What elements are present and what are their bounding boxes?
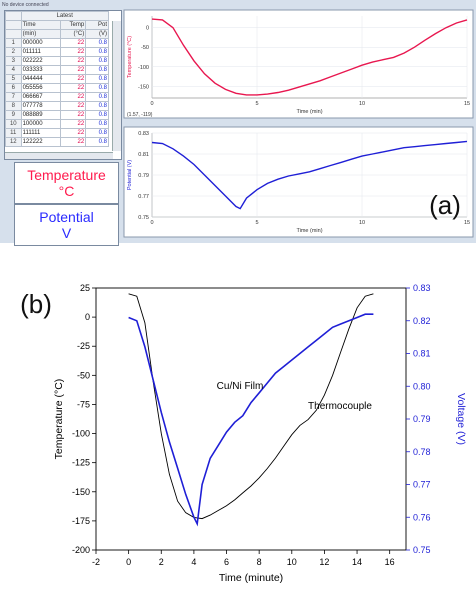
y-tick-label: -200 <box>72 545 90 555</box>
temperature-meter[interactable]: Temperature °C <box>14 162 119 204</box>
table-row[interactable]: 12 122222 22 0.8 <box>5 137 109 147</box>
panel-a-graphs[interactable]: 0 -50 -100 -150 0 5 10 15 Time (min) Temperature … <box>0 0 476 243</box>
y-tick-label: 25 <box>80 283 90 293</box>
plot-frame <box>95 287 407 551</box>
series-line-thermocouple <box>128 293 374 520</box>
x-tick-label: 8 <box>257 557 262 567</box>
y-right-tick-label: 0.80 <box>413 381 431 391</box>
column-name: Time <box>22 22 36 28</box>
panel-b-label: (b) <box>20 289 52 319</box>
y-tick-label: -75 <box>77 399 90 409</box>
y-axis-label: Temperature (°C) <box>53 379 65 460</box>
y-right-tick-label: 0.81 <box>413 349 431 359</box>
y-right-tick-label: 0.75 <box>413 545 431 555</box>
series-annotation-thermocouple: Thermocouple <box>308 401 372 412</box>
table-row[interactable]: 2 011111 22 0.8 <box>5 47 109 57</box>
y-right-axis-label: Voltage (V) <box>455 393 467 445</box>
x-tick-label: 5 <box>255 220 258 226</box>
potential-meter-label: Potential <box>39 209 94 225</box>
x-tick-label: 10 <box>359 220 365 226</box>
y-tick-label: -125 <box>72 458 90 468</box>
y-right-tick-label: 0.83 <box>413 283 431 293</box>
x-axis-label: Time (minute) <box>219 572 283 584</box>
y-tick-label: -150 <box>138 84 149 90</box>
x-tick-label: 15 <box>464 101 470 107</box>
y-tick-label: -150 <box>72 487 90 497</box>
y-tick-label: 0.75 <box>138 215 149 221</box>
vertical-scrollbar[interactable] <box>112 21 121 151</box>
y-axis-label: Temperature (°C) <box>127 36 133 78</box>
y-right-tick-label: 0.79 <box>413 414 431 424</box>
series-line <box>151 140 468 210</box>
temp-cell: 22 <box>60 137 87 147</box>
panel-a-label: (a) <box>429 190 461 220</box>
graph-frame <box>123 9 474 119</box>
table-row[interactable]: 6 055556 22 0.8 <box>5 83 109 93</box>
y-tick-label: -50 <box>141 45 149 51</box>
table-row[interactable]: 4 033333 22 0.8 <box>5 65 109 75</box>
pot-cell: 0.8 <box>85 137 109 147</box>
x-tick-label: 0 <box>126 557 131 567</box>
x-tick-label: 5 <box>255 101 258 107</box>
x-tick-label: 0 <box>150 101 153 107</box>
x-tick-label: 4 <box>191 557 196 567</box>
temperature-meter-unit: °C <box>58 183 75 199</box>
panel-b-chart: 25 0 -25 -50 -75 -100 -125 -150 -175 -200 0.75 0.76… <box>20 283 467 584</box>
y-tick-label: -50 <box>77 370 90 380</box>
x-tick-label: 16 <box>385 557 395 567</box>
table-body: 1 000000 22 0.8 2 011111 22 0.8 3 022222 22 0.8 4 033… <box>5 38 109 147</box>
column-name: Pot <box>97 22 107 28</box>
x-axis-label: Time (min) <box>296 109 322 115</box>
x-tick-label: 14 <box>352 557 362 567</box>
series-line <box>151 18 468 96</box>
x-tick-label: 15 <box>464 220 470 226</box>
panel-a: No device connected Latest Time Temp Pot… <box>0 0 476 246</box>
y-tick-label: -100 <box>138 65 149 71</box>
series-annotation-cu-ni: Cu/Ni Film <box>217 381 264 392</box>
y-tick-label: 0.83 <box>138 131 149 137</box>
x-tick-label: 0 <box>150 220 153 226</box>
series-line-cunifilm <box>128 313 374 527</box>
temperature-meter-label: Temperature <box>27 167 106 183</box>
y-tick-label: -100 <box>72 429 90 439</box>
graph-frame <box>123 126 474 238</box>
status-text: No device connected <box>2 2 49 8</box>
data-table-grid: Latest Time Temp Pot (min) (°C) (V) 1 000… <box>5 11 110 147</box>
y-tick-label: 0.79 <box>138 173 149 179</box>
x-tick-label: 10 <box>287 557 297 567</box>
y-right-tick-label: 0.77 <box>413 480 431 490</box>
potential-meter-unit: V <box>61 225 72 241</box>
data-table[interactable]: Latest Time Temp Pot (min) (°C) (V) 1 000… <box>4 10 122 160</box>
y-right-tick-label: 0.82 <box>413 316 431 326</box>
y-tick-label: 0.81 <box>138 152 149 158</box>
x-axis-label: Time (min) <box>296 228 322 234</box>
x-tick-label: 6 <box>224 557 229 567</box>
y-right-tick-label: 0.76 <box>413 512 431 522</box>
y-tick-label: -175 <box>72 516 90 526</box>
x-tick-label: -2 <box>92 557 100 567</box>
y-tick-label: 0 <box>146 26 149 32</box>
y-tick-label: 0.77 <box>138 194 149 200</box>
x-tick-label: 2 <box>159 557 164 567</box>
y-tick-label: 0 <box>85 312 90 322</box>
y-axis-label: Potential (V) <box>127 160 133 190</box>
y-tick-label: -25 <box>77 341 90 351</box>
y-right-tick-label: 0.78 <box>413 447 431 457</box>
column-name: Temp <box>69 22 85 28</box>
x-tick-label: 10 <box>359 101 365 107</box>
horizontal-scrollbar[interactable] <box>5 152 113 159</box>
x-tick-label: 12 <box>319 557 329 567</box>
cursor-readout: (1.57, -119) <box>127 112 153 118</box>
potential-meter[interactable]: Potential V <box>14 204 119 246</box>
